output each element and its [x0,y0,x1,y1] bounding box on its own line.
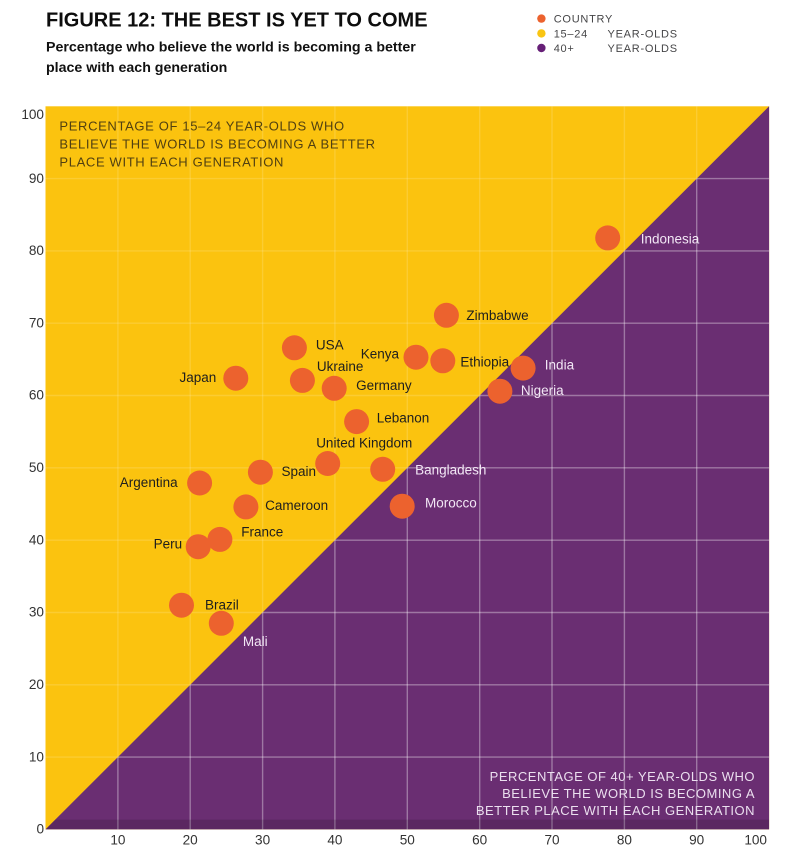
svg-text:20: 20 [29,677,45,692]
svg-text:PLACE WITH EACH GENERATION: PLACE WITH EACH GENERATION [59,155,284,170]
svg-text:Ukraine: Ukraine [317,359,364,374]
svg-text:Ethiopia: Ethiopia [460,355,509,370]
svg-text:100: 100 [21,107,44,122]
svg-text:50: 50 [29,460,45,475]
svg-text:FIGURE 12: THE BEST IS YET TO: FIGURE 12: THE BEST IS YET TO COME [46,10,428,32]
svg-text:70: 70 [29,315,45,330]
svg-text:80: 80 [29,243,45,258]
svg-text:40+: 40+ [554,43,575,55]
svg-text:70: 70 [544,833,560,848]
svg-text:Zimbabwe: Zimbabwe [466,308,528,323]
svg-text:Morocco: Morocco [425,496,477,511]
svg-text:20: 20 [183,833,199,848]
svg-text:Argentina: Argentina [120,475,178,490]
svg-text:Spain: Spain [282,464,317,479]
svg-text:United Kingdom: United Kingdom [316,436,412,451]
svg-text:40: 40 [29,532,45,547]
svg-text:30: 30 [255,833,271,848]
svg-text:USA: USA [316,337,344,352]
svg-text:India: India [545,357,575,372]
svg-text:0: 0 [36,822,44,837]
svg-text:10: 10 [110,833,126,848]
svg-text:60: 60 [29,388,45,403]
svg-text:Indonesia: Indonesia [641,232,700,247]
svg-text:BELIEVE THE WORLD IS BECOMING: BELIEVE THE WORLD IS BECOMING A BETTER [59,137,375,152]
svg-text:40: 40 [327,833,343,848]
svg-text:Mali: Mali [243,634,268,649]
svg-text:BELIEVE THE WORLD IS BECOMING: BELIEVE THE WORLD IS BECOMING A [502,786,755,801]
svg-text:YEAR-OLDS: YEAR-OLDS [608,43,678,55]
svg-text:BETTER PLACE WITH EACH GENERAT: BETTER PLACE WITH EACH GENERATION [476,803,755,818]
svg-text:Brazil: Brazil [205,598,239,613]
svg-text:50: 50 [400,833,416,848]
svg-text:15–24: 15–24 [554,28,588,40]
svg-text:100: 100 [744,833,767,848]
svg-text:Percentage who believe the wor: Percentage who believe the world is beco… [46,40,416,56]
svg-text:Bangladesh: Bangladesh [415,462,486,477]
svg-text:YEAR-OLDS: YEAR-OLDS [608,28,678,40]
svg-text:PERCENTAGE OF 40+ YEAR-OLDS WH: PERCENTAGE OF 40+ YEAR-OLDS WHO [490,769,755,784]
svg-text:Peru: Peru [154,537,183,552]
svg-text:10: 10 [29,749,45,764]
svg-text:Nigeria: Nigeria [521,383,564,398]
svg-text:Lebanon: Lebanon [377,411,430,426]
svg-text:Kenya: Kenya [361,347,400,362]
svg-text:Germany: Germany [356,378,412,393]
svg-text:place with each generation: place with each generation [46,60,227,76]
svg-text:Cameroon: Cameroon [265,498,328,513]
svg-text:90: 90 [689,833,705,848]
svg-text:COUNTRY: COUNTRY [554,14,613,26]
svg-text:France: France [241,525,283,540]
svg-text:Japan: Japan [180,370,217,385]
svg-text:80: 80 [617,833,633,848]
svg-text:30: 30 [29,605,45,620]
svg-text:PERCENTAGE OF 15–24 YEAR-OLDS: PERCENTAGE OF 15–24 YEAR-OLDS WHO [59,119,344,134]
svg-text:60: 60 [472,833,488,848]
svg-text:90: 90 [29,171,45,186]
